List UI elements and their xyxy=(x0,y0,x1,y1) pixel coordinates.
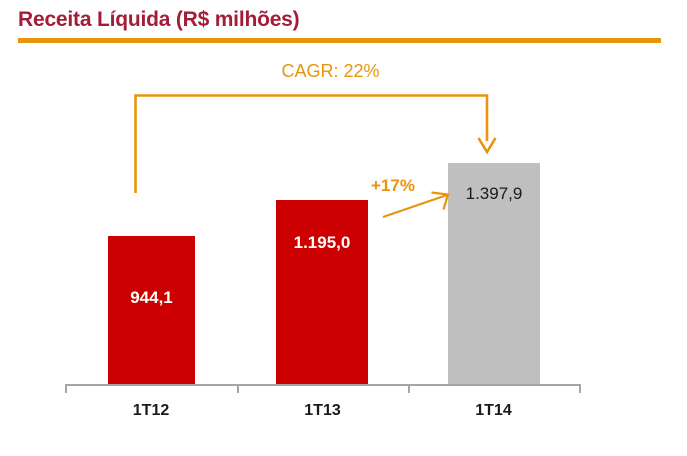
cagr-arrowhead-icon xyxy=(477,137,497,155)
x-axis-line xyxy=(65,384,581,386)
growth-arrow-icon xyxy=(382,191,450,219)
bar-1t14: 1.397,9 xyxy=(448,163,540,384)
bar-value-label-1t14: 1.397,9 xyxy=(465,184,523,203)
cagr-bracket-icon xyxy=(134,94,489,193)
growth-annotation-label: +17% xyxy=(371,176,415,195)
bar-1t13: 1.195,0 xyxy=(276,200,368,384)
title-underline-rule xyxy=(18,38,661,43)
x-axis-tick-end xyxy=(579,385,581,393)
bar-value-label-1t13: 1.195,0 xyxy=(293,233,351,252)
x-axis-label-1t14: 1T14 xyxy=(475,402,512,419)
x-axis-label-1t12: 1T12 xyxy=(132,402,170,419)
x-axis-tick-1 xyxy=(237,385,239,393)
x-axis-tick-start xyxy=(65,385,67,393)
x-axis-tick-2 xyxy=(408,385,410,393)
cagr-annotation-label: CAGR: 22% xyxy=(281,61,380,81)
bar-1t12: 944,1 xyxy=(108,236,195,384)
page-title: Receita Líquida (R$ milhões) xyxy=(18,8,300,31)
bar-value-label-1t12: 944,1 xyxy=(130,288,173,307)
x-axis-label-1t13: 1T13 xyxy=(304,402,341,419)
